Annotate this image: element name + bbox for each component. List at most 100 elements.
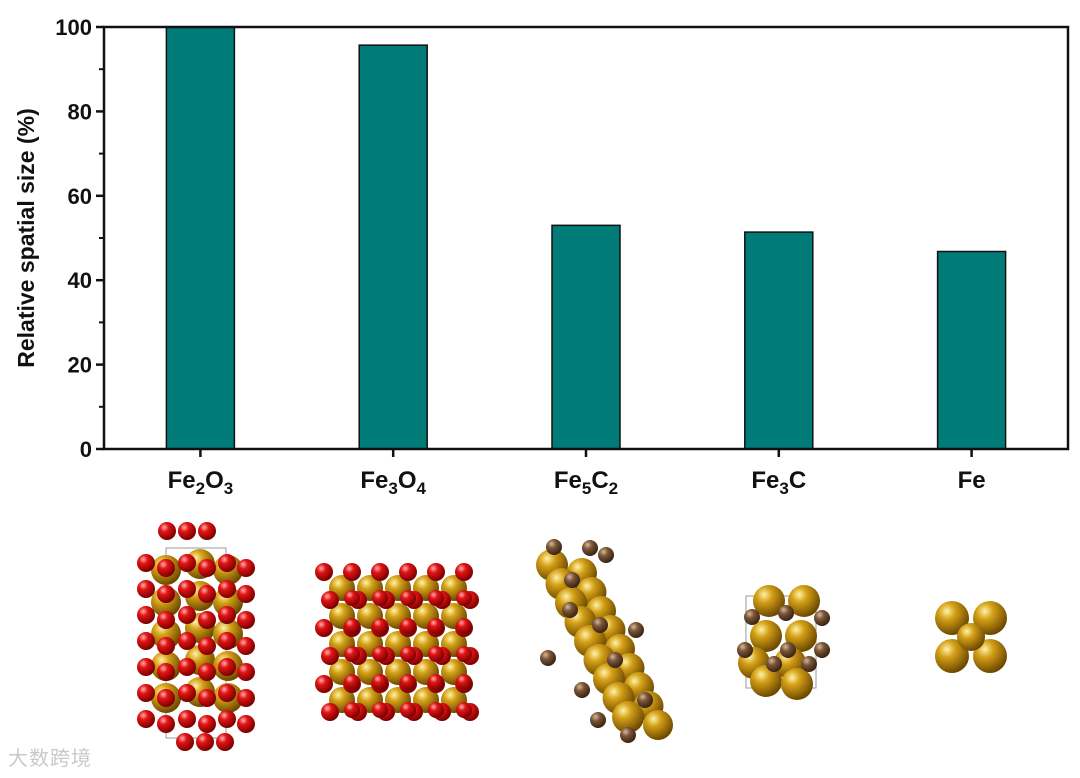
oxygen-atom [321, 647, 339, 665]
iron-atom [753, 585, 785, 617]
oxygen-atom [218, 658, 236, 676]
oxygen-atom [137, 658, 155, 676]
oxygen-atom [344, 674, 360, 690]
oxygen-atom [315, 619, 333, 637]
carbon-atom [590, 712, 606, 728]
y-tick-label: 0 [80, 437, 92, 462]
crystal-structures [137, 522, 1007, 751]
oxygen-atom [198, 559, 216, 577]
oxygen-atom [198, 689, 216, 707]
oxygen-atom [157, 585, 175, 603]
oxygen-atom [400, 674, 416, 690]
oxygen-atom [372, 646, 388, 662]
carbon-atom [540, 650, 556, 666]
structure-fe5c2 [536, 539, 673, 743]
oxygen-atom [372, 590, 388, 606]
oxygen-atom [178, 522, 196, 540]
carbon-atom [766, 656, 782, 672]
oxygen-atom [428, 674, 444, 690]
structure-fe3o4 [315, 563, 479, 721]
oxygen-atom [218, 554, 236, 572]
oxygen-atom [372, 702, 388, 718]
oxygen-atom [196, 733, 214, 751]
watermark: 大数跨境 [8, 746, 92, 770]
oxygen-atom [178, 606, 196, 624]
oxygen-atom [198, 715, 216, 733]
y-tick-label: 60 [68, 184, 92, 209]
carbon-atom [780, 642, 796, 658]
oxygen-atom [427, 563, 445, 581]
carbon-atom [582, 540, 598, 556]
bar [551, 224, 621, 450]
oxygen-atom [343, 563, 361, 581]
carbon-atom [814, 610, 830, 626]
oxygen-atom [428, 590, 444, 606]
oxygen-atom [321, 703, 339, 721]
oxygen-atom [372, 618, 388, 634]
oxygen-atom [157, 637, 175, 655]
oxygen-atom [237, 559, 255, 577]
oxygen-atom [371, 563, 389, 581]
carbon-atom [574, 682, 590, 698]
carbon-atom [562, 602, 578, 618]
oxygen-atom [178, 684, 196, 702]
oxygen-atom [344, 590, 360, 606]
bar [165, 26, 236, 450]
iron-atom [643, 710, 673, 740]
oxygen-atom [137, 710, 155, 728]
oxygen-atom [178, 710, 196, 728]
y-axis-label: Relative spatial size (%) [13, 108, 39, 368]
iron-atom [973, 639, 1007, 673]
oxygen-atom [237, 611, 255, 629]
oxygen-atom [237, 637, 255, 655]
oxygen-atom [198, 611, 216, 629]
iron-atom [750, 620, 782, 652]
oxygen-atom [137, 684, 155, 702]
structure-fe3c [737, 585, 830, 700]
iron-atom [781, 668, 813, 700]
oxygen-atom [321, 591, 339, 609]
carbon-atom [778, 605, 794, 621]
carbon-atom [546, 539, 562, 555]
iron-atom [935, 601, 969, 635]
oxygen-atom [400, 702, 416, 718]
oxygen-atom [428, 646, 444, 662]
oxygen-atom [428, 618, 444, 634]
oxygen-atom [456, 618, 472, 634]
carbon-atom [637, 692, 653, 708]
oxygen-atom [315, 563, 333, 581]
iron-atom [612, 701, 644, 733]
carbon-atom [564, 572, 580, 588]
oxygen-atom [237, 585, 255, 603]
x-tick-label: Fe5C2 [554, 467, 618, 498]
oxygen-atom [400, 590, 416, 606]
oxygen-atom [344, 618, 360, 634]
oxygen-atom [237, 689, 255, 707]
oxygen-atom [216, 733, 234, 751]
oxygen-atom [198, 637, 216, 655]
oxygen-atom [455, 563, 473, 581]
carbon-atom [744, 609, 760, 625]
iron-atom [957, 623, 985, 651]
y-tick-label: 40 [68, 268, 92, 293]
oxygen-atom [344, 646, 360, 662]
carbon-atom [598, 547, 614, 563]
plot-area: 0 20 40 60 80 100 Fe2O3 Fe3O4 Fe5C2 Fe3C Fe Relativ… [13, 15, 1070, 498]
oxygen-atom [400, 618, 416, 634]
oxygen-atom [237, 715, 255, 733]
carbon-atom [592, 617, 608, 633]
oxygen-atom [176, 733, 194, 751]
oxygen-atom [315, 675, 333, 693]
bar [936, 250, 1007, 450]
structure-fe2o3 [137, 522, 255, 751]
bar [358, 44, 428, 450]
carbon-atom [814, 642, 830, 658]
oxygen-atom [456, 702, 472, 718]
x-tick-label: Fe2O3 [168, 467, 234, 498]
oxygen-atom [178, 632, 196, 650]
oxygen-atom [237, 663, 255, 681]
oxygen-atom [137, 554, 155, 572]
oxygen-atom [158, 522, 176, 540]
oxygen-atom [344, 702, 360, 718]
